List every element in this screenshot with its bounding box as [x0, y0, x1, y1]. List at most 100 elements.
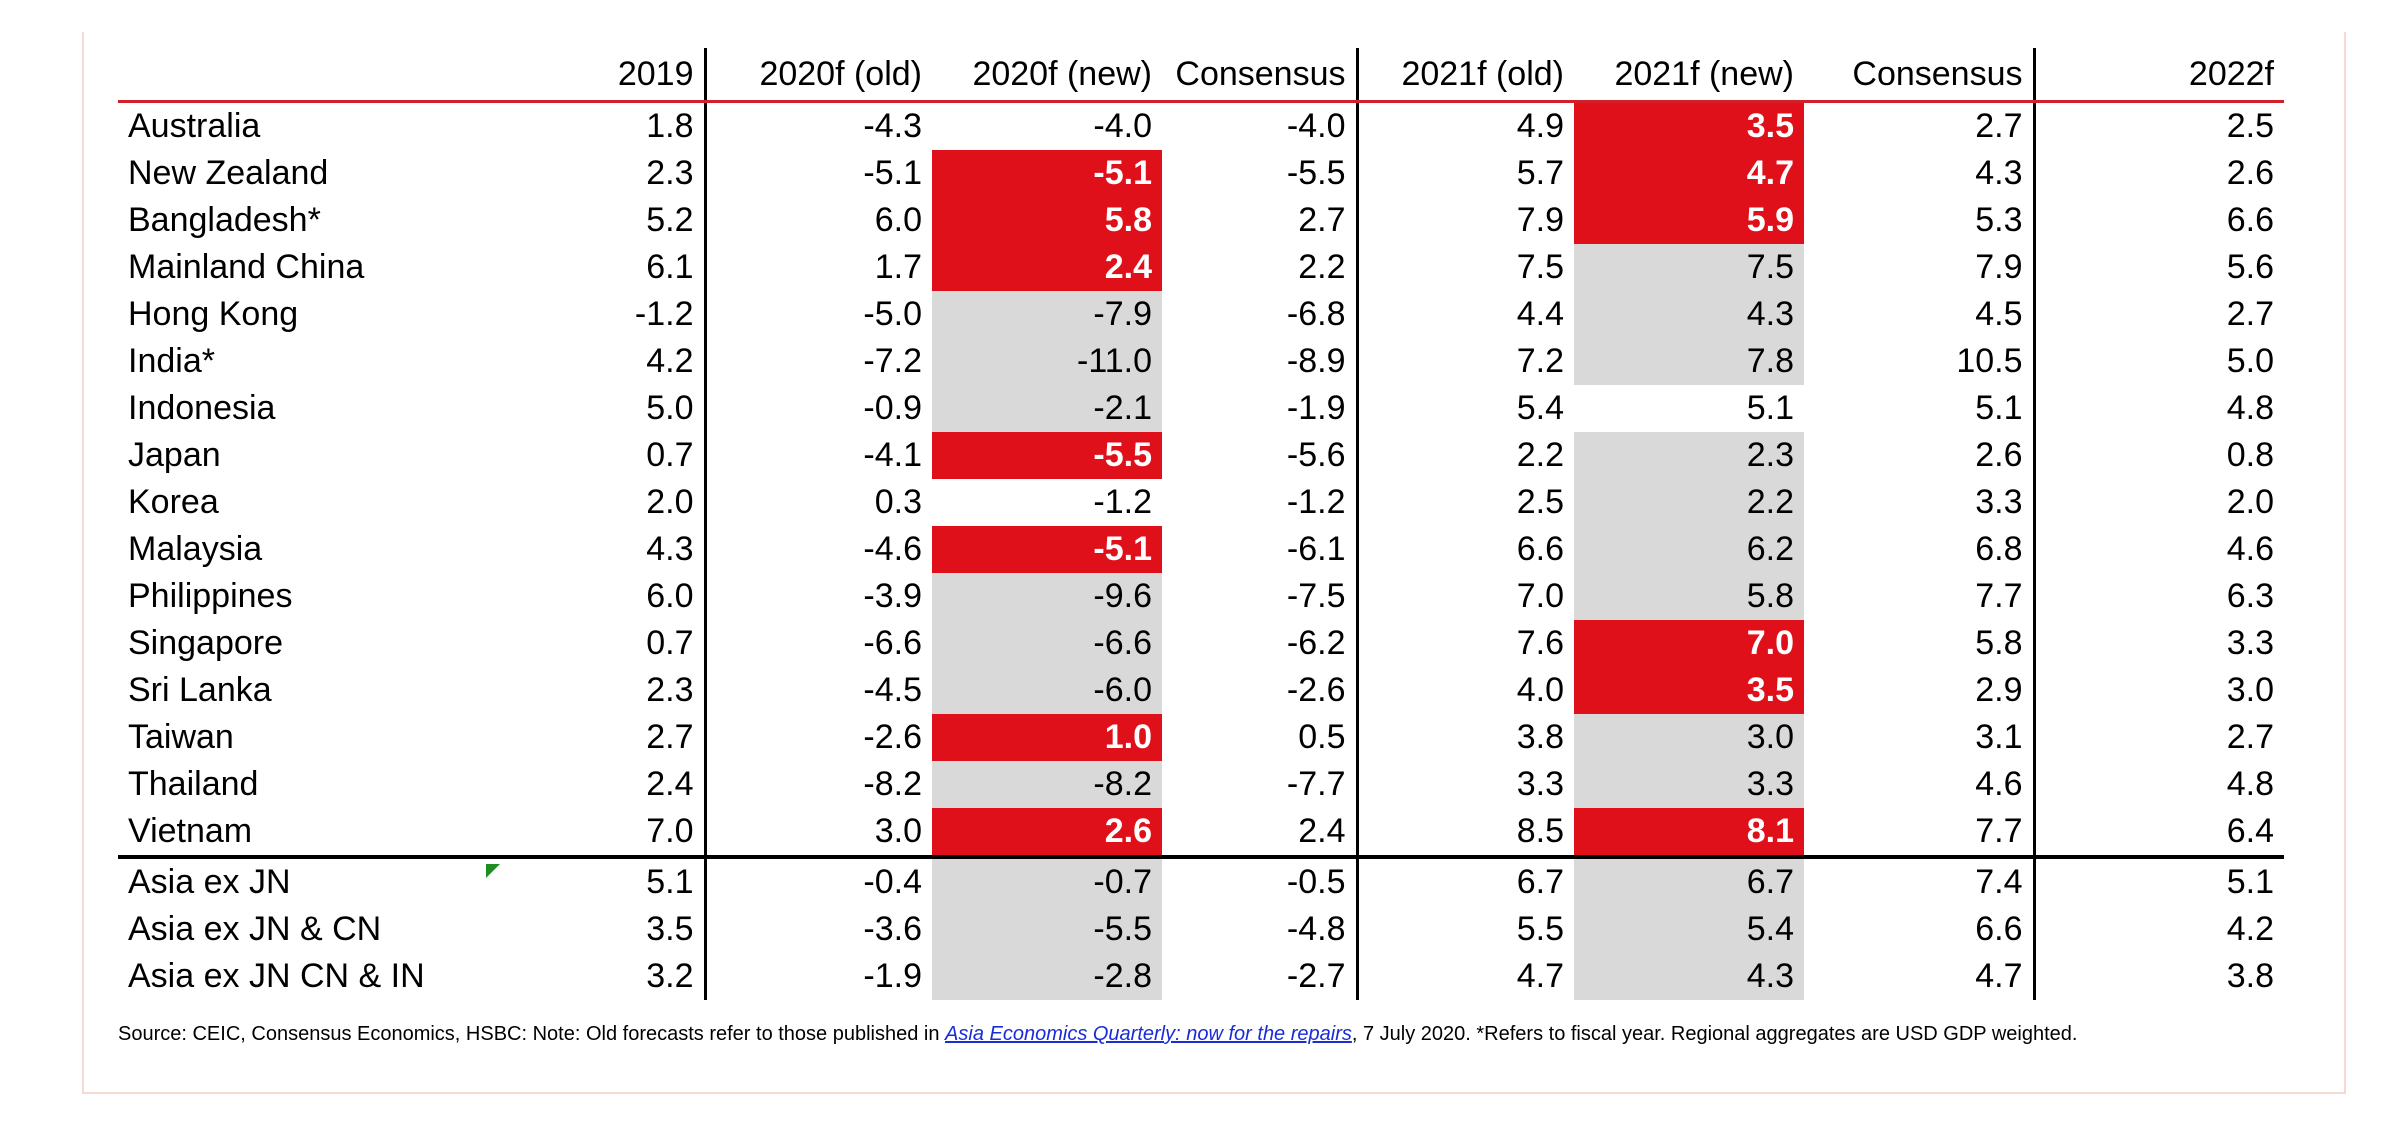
table-cell: 0.3	[874, 483, 922, 521]
table-cell: -6.6	[863, 624, 922, 662]
table-cell: 4.7	[1516, 957, 1564, 995]
table-cell: -1.2	[1162, 479, 1359, 526]
source-link[interactable]: Asia Economics Quarterly: now for the re…	[945, 1023, 1352, 1045]
table-cell: -8.2	[932, 761, 1162, 808]
table-cell: -6.6	[932, 620, 1162, 667]
table-cell: -1.9	[863, 957, 922, 995]
source-suffix: , 7 July 2020. *Refers to fiscal year. R…	[1351, 1023, 2078, 1045]
source-note: Source: CEIC, Consensus Economics, HSBC:…	[118, 1023, 2077, 1046]
table-cell: -0.9	[863, 389, 922, 427]
table-cell: -8.2	[863, 765, 922, 803]
table-cell: 3.5	[578, 906, 707, 953]
table-cell: 6.0	[578, 573, 707, 620]
country-row: Indonesia 5.0 -0.9 -2.1 -1.9 5.4 5.1 5.1 4.8	[118, 385, 2284, 432]
row-label: Indonesia	[128, 389, 276, 427]
table-cell: 7.5	[1574, 244, 1804, 291]
table-header-row: 2019 2020f (old) 2020f (new) Consensus 2021f…	[118, 48, 2284, 103]
table-cell: 1.0	[932, 714, 1162, 761]
row-label: Vietnam	[128, 812, 253, 850]
country-row: Philippines 6.0 -3.9 -9.6 -7.5 7.0 5.8 7.7 6.3	[118, 573, 2284, 620]
country-row: Malaysia 4.3 -4.6 -5.1 -6.1 6.6 6.2 6.8 4.6	[118, 526, 2284, 573]
column-header: 2019	[578, 48, 707, 103]
table-cell: 2.9	[1804, 667, 2036, 714]
table-cell: 3.2	[578, 953, 707, 1000]
table-cell: -0.7	[932, 855, 1162, 906]
row-label: Taiwan	[128, 718, 234, 756]
row-label: New Zealand	[128, 154, 329, 192]
table-cell: 5.1	[1746, 389, 1794, 427]
table-cell: 7.9	[1804, 244, 2036, 291]
column-header: Consensus	[1804, 48, 2036, 103]
row-label: Malaysia	[128, 530, 263, 568]
table-body: Australia 1.8 -4.3 -4.0 -4.0 4.9 3.5 2.7 2.5 New …	[118, 101, 2284, 1000]
table-cell: -5.1	[932, 150, 1162, 197]
table-cell: 3.0	[1574, 714, 1804, 761]
column-header: 2021f (new)	[1574, 48, 1804, 103]
row-label: Japan	[128, 436, 221, 474]
table-cell: 7.6	[1516, 624, 1564, 662]
table-cell: 6.2	[1574, 526, 1804, 573]
table-cell: -2.6	[1162, 667, 1359, 714]
table-cell: -3.9	[863, 577, 922, 615]
table-cell: -1.9	[1162, 385, 1359, 432]
table-cell: 4.7	[1804, 953, 2036, 1000]
table-cell: 10.5	[1804, 338, 2036, 385]
country-row: Thailand 2.4 -8.2 -8.2 -7.7 3.3 3.3 4.6 4.8	[118, 761, 2284, 808]
table-cell: 2.6	[932, 808, 1162, 857]
country-row: New Zealand 2.3 -5.1 -5.1 -5.5 5.7 4.7 4.3 2.6	[118, 150, 2284, 197]
table-cell: -5.6	[1162, 432, 1359, 479]
country-row: Korea 2.0 0.3 -1.2 -1.2 2.5 2.2 3.3 2.0	[118, 479, 2284, 526]
table-cell: 5.3	[1804, 197, 2036, 244]
table-cell: -5.5	[932, 906, 1162, 953]
table-cell: -2.6	[863, 718, 922, 756]
country-row: Sri Lanka 2.3 -4.5 -6.0 -2.6 4.0 3.5 2.9 3.0	[118, 667, 2284, 714]
table-cell: -2.7	[1162, 953, 1359, 1000]
table-cell: 2.5	[1516, 483, 1564, 521]
table-cell: 5.8	[1574, 573, 1804, 620]
table-cell: 2.5	[2226, 107, 2274, 145]
table-cell: -7.7	[1162, 761, 1359, 808]
row-label: Korea	[128, 483, 219, 521]
table-cell: 5.8	[932, 197, 1162, 244]
row-label: Asia ex JN	[118, 855, 578, 906]
regional-aggregate-row: Asia ex JN & CN 3.5 -3.6 -5.5 -4.8 5.5 5.4 6.6 4…	[118, 906, 2284, 953]
table-cell: 7.0	[578, 808, 707, 857]
table-cell: 0.8	[2226, 436, 2274, 474]
row-label: Australia	[128, 107, 261, 145]
table-cell: 7.0	[1574, 620, 1804, 667]
table-cell: 2.6	[2226, 154, 2274, 192]
table-cell: -0.5	[1162, 855, 1359, 906]
table-cell: 4.8	[2226, 765, 2274, 803]
table-cell: 6.7	[1357, 855, 1574, 906]
table-cell: 7.9	[1516, 201, 1564, 239]
table-cell: -3.6	[863, 910, 922, 948]
table-cell: 5.1	[578, 855, 707, 906]
table-cell: 7.7	[1804, 808, 2036, 857]
table-cell: 0.5	[1162, 714, 1359, 761]
table-cell: 2.7	[1804, 101, 2036, 150]
table-cell: -5.0	[863, 295, 922, 333]
table-cell: 2.7	[2226, 295, 2274, 333]
table-cell: 3.1	[1804, 714, 2036, 761]
regional-aggregate-row: Asia ex JN CN & IN 3.2 -1.9 -2.8 -2.7 4.7 4.3 4…	[118, 953, 2284, 1000]
table-cell: 7.2	[1516, 342, 1564, 380]
table-cell: 2.0	[2226, 483, 2274, 521]
table-cell: 2.7	[578, 714, 707, 761]
table-cell: 7.4	[1804, 855, 2036, 906]
country-row: Singapore 0.7 -6.6 -6.6 -6.2 7.6 7.0 5.8 3.3	[118, 620, 2284, 667]
table-cell: 2.2	[1574, 479, 1804, 526]
table-cell: 2.7	[1162, 197, 1359, 244]
table-cell: 5.0	[2226, 342, 2274, 380]
table-cell: 2.2	[1162, 244, 1359, 291]
table-cell: 4.2	[578, 338, 707, 385]
table-cell: 4.3	[1574, 291, 1804, 338]
table-cell: 6.6	[2226, 201, 2274, 239]
page-frame	[82, 32, 2346, 1094]
table-cell: 6.6	[1516, 530, 1564, 568]
table-cell: -4.0	[1093, 107, 1152, 145]
table-cell: 4.8	[2226, 389, 2274, 427]
table-cell: -2.8	[932, 953, 1162, 1000]
table-cell: 6.7	[1574, 855, 1804, 906]
table-cell: 4.3	[578, 526, 707, 573]
table-cell: -7.9	[932, 291, 1162, 338]
